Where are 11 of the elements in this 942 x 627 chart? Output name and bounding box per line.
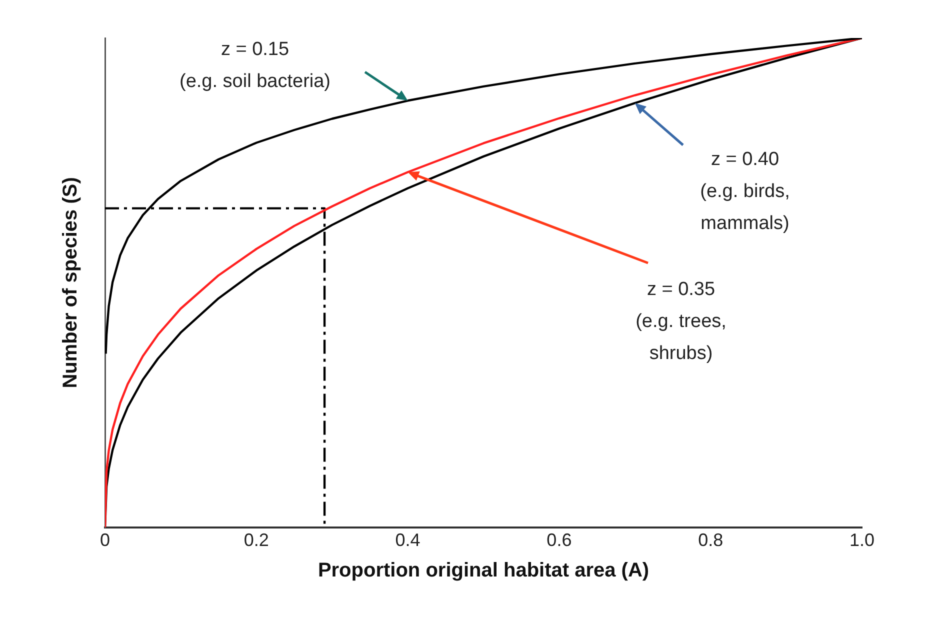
annotation: z = 0.15 (e.g. soil bacteria) — [179, 39, 331, 92]
annotation: z = 0.40 (e.g. birds, mammals) — [700, 149, 790, 234]
x-tick-label: 0.2 — [244, 530, 269, 550]
y-axis-title: Number of species (S) — [60, 177, 82, 388]
x-tick-label: 0.8 — [698, 530, 724, 550]
x-tick-label: 0.4 — [395, 530, 420, 550]
x-tick-label: 0 — [100, 530, 110, 550]
x-tick-label: 0.6 — [546, 530, 572, 550]
x-axis-title: Proportion original habitat area (A) — [318, 560, 650, 582]
annotation: z = 0.35 (e.g. trees, shrubs) — [636, 279, 726, 364]
x-tick-label: 1.0 — [849, 530, 875, 550]
